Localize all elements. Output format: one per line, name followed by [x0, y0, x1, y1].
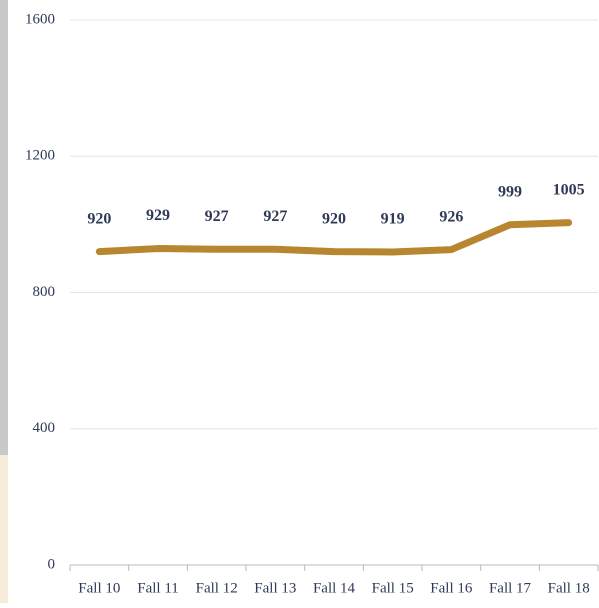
y-tick-label: 1600 [25, 11, 55, 27]
data-label: 1005 [553, 181, 585, 198]
line [95, 219, 573, 256]
x-tick-label: Fall 14 [313, 580, 356, 596]
data-label: 920 [322, 210, 346, 227]
x-tick-label: Fall 13 [254, 580, 296, 596]
data-label: 920 [87, 210, 111, 227]
y-tick-label: 800 [33, 284, 56, 300]
y-tick-label: 400 [33, 420, 56, 436]
x-tick-label: Fall 18 [548, 580, 590, 596]
data-label: 927 [205, 208, 229, 225]
x-tick-label: Fall 12 [196, 580, 238, 596]
side-bar-lower [0, 455, 8, 603]
y-tick-label: 1200 [25, 148, 55, 164]
y-tick-label: 0 [48, 556, 56, 572]
data-label: 926 [439, 208, 463, 225]
data-label: 929 [146, 207, 170, 224]
data-label: 927 [263, 208, 287, 225]
x-tick-label: Fall 11 [137, 580, 179, 596]
data-label: 919 [381, 211, 405, 228]
x-tick-label: Fall 15 [372, 580, 414, 596]
x-tick-label: Fall 17 [489, 580, 532, 596]
x-tick-label: Fall 16 [430, 580, 473, 596]
side-bar [0, 0, 8, 455]
x-tick-label: Fall 10 [78, 580, 120, 596]
data-label: 999 [498, 183, 522, 200]
